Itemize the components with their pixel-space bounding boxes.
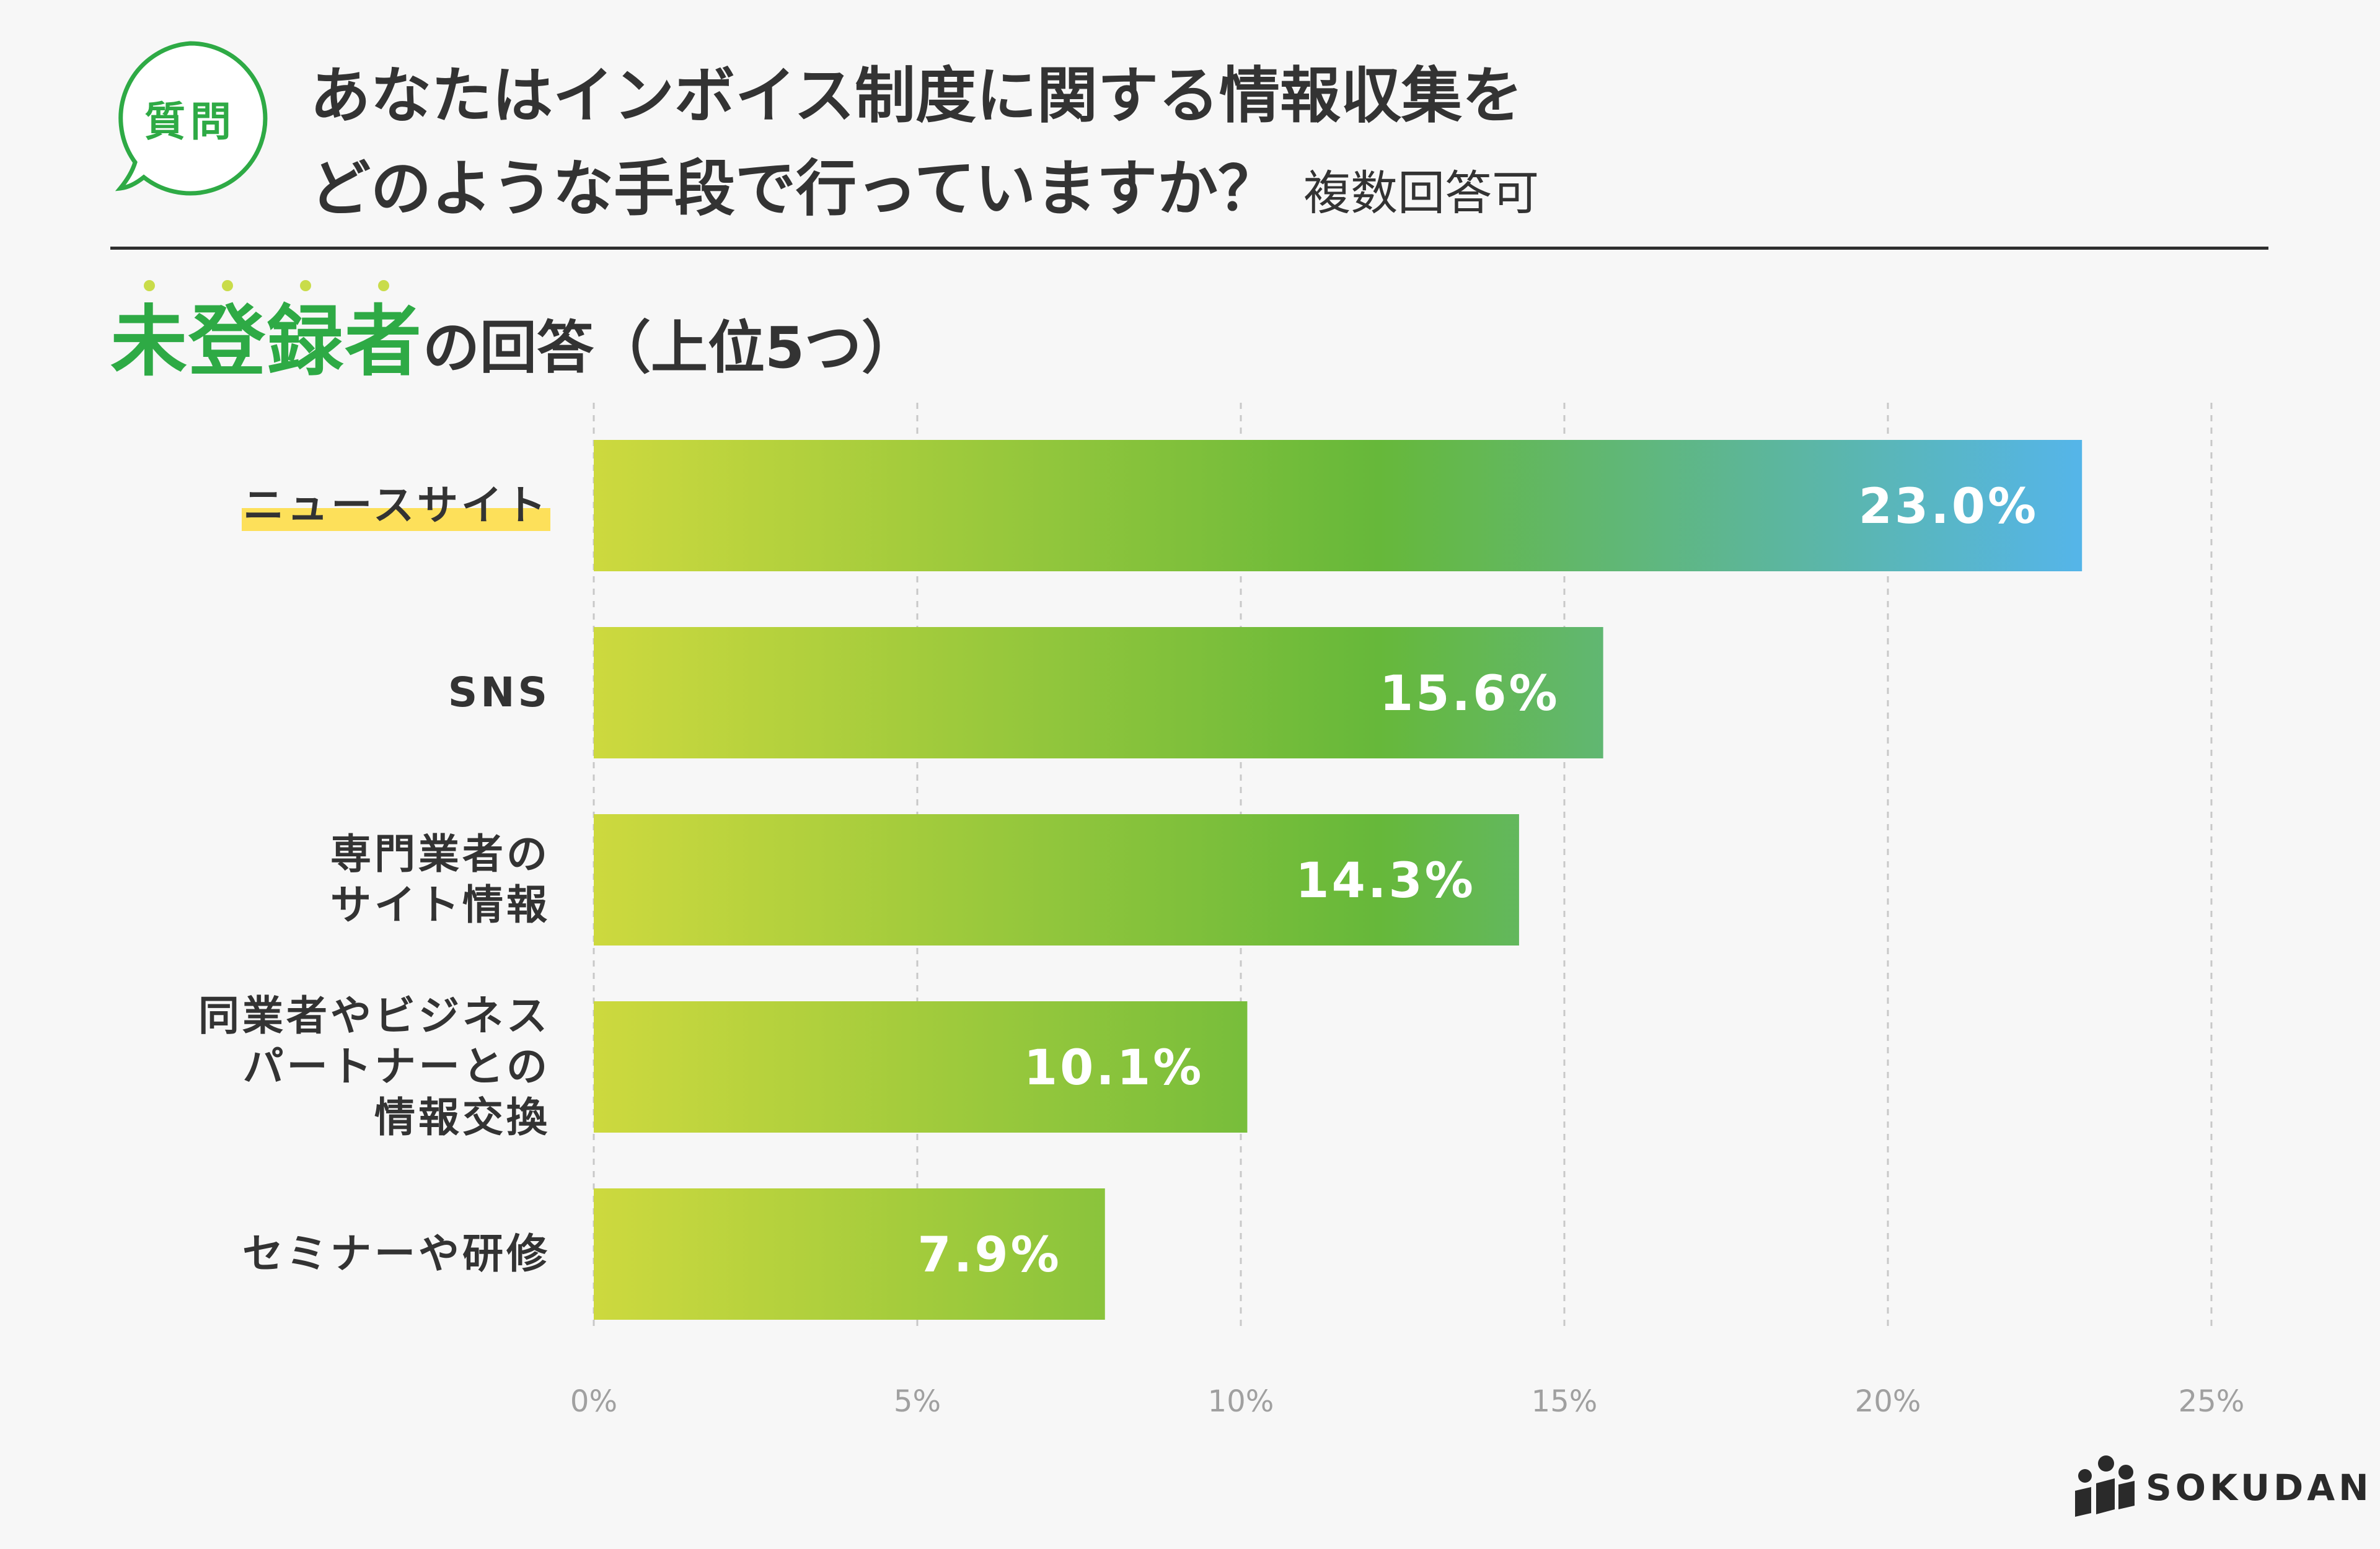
bar — [594, 1001, 1248, 1133]
brand-name: SOKUDAN — [2146, 1467, 2373, 1509]
bars: 23.0% 15.6% 14.3% 10.1% 7.9% — [594, 440, 2082, 1320]
bar-value-label: 7.9% — [917, 1227, 1061, 1283]
badge-text: 質問 — [144, 98, 236, 146]
question-line-1: あなたはインボイス制度に関する情報収集を — [310, 61, 1523, 131]
header-divider — [110, 247, 2268, 250]
category-label: 専門業者の サイト情報 — [330, 830, 550, 929]
speech-bubble-icon — [115, 41, 268, 196]
bar — [594, 1188, 1105, 1320]
category-label: 同業者やビジネス パートナーとの 情報交換 — [198, 992, 550, 1141]
question-badge: 質問 — [107, 35, 274, 202]
x-axis-ticks: 0% 5% 10% 15% 20% 25% — [570, 1384, 2244, 1419]
multiple-answer-note: 複数回答可 — [1303, 165, 1540, 221]
bar — [594, 814, 1519, 946]
sokudan-logo-icon — [2075, 1455, 2135, 1517]
emphasis-dot — [144, 280, 155, 291]
emphasis-dot — [300, 280, 311, 291]
bar-value-label: 23.0% — [1859, 479, 2039, 535]
brand-logo: SOKUDAN — [2069, 1454, 2373, 1522]
x-tick-label: 15% — [1532, 1384, 1598, 1419]
category-label: SNS — [447, 669, 550, 716]
subtitle-emphasis-text: 未登録者 — [110, 297, 423, 387]
question-line-2-text: どのような手段で行っていますか？ — [310, 154, 1279, 224]
category-label: ニュースサイト — [242, 480, 550, 531]
bar — [594, 627, 1603, 758]
x-tick-label: 5% — [894, 1384, 941, 1419]
question-line-2: どのような手段で行っていますか？ 複数回答可 — [310, 143, 2293, 240]
emphasis-dot — [378, 280, 389, 291]
bar-value-label: 10.1% — [1024, 1040, 1204, 1096]
subtitle-rest: の回答（上位5つ） — [423, 315, 919, 381]
x-tick-label: 25% — [2179, 1384, 2245, 1419]
bar — [594, 440, 2082, 571]
emphasis-dots — [110, 280, 423, 292]
bar-value-label: 15.6% — [1380, 666, 1560, 722]
category-highlight: ニュースサイト — [242, 480, 550, 531]
subtitle-emphasis: 未登録者 — [110, 280, 423, 398]
category-label: セミナーや研修 — [242, 1230, 550, 1278]
question-title: あなたはインボイス制度に関する情報収集を どのような手段で行っていますか？ 複数回… — [310, 50, 2293, 240]
x-tick-label: 10% — [1208, 1384, 1274, 1419]
bar-value-label: 14.3% — [1295, 853, 1476, 909]
x-tick-label: 0% — [570, 1384, 617, 1419]
emphasis-dot — [222, 280, 233, 291]
chart-subtitle: 未登録者 の回答（上位5つ） — [110, 280, 919, 398]
x-tick-label: 20% — [1855, 1384, 1921, 1419]
